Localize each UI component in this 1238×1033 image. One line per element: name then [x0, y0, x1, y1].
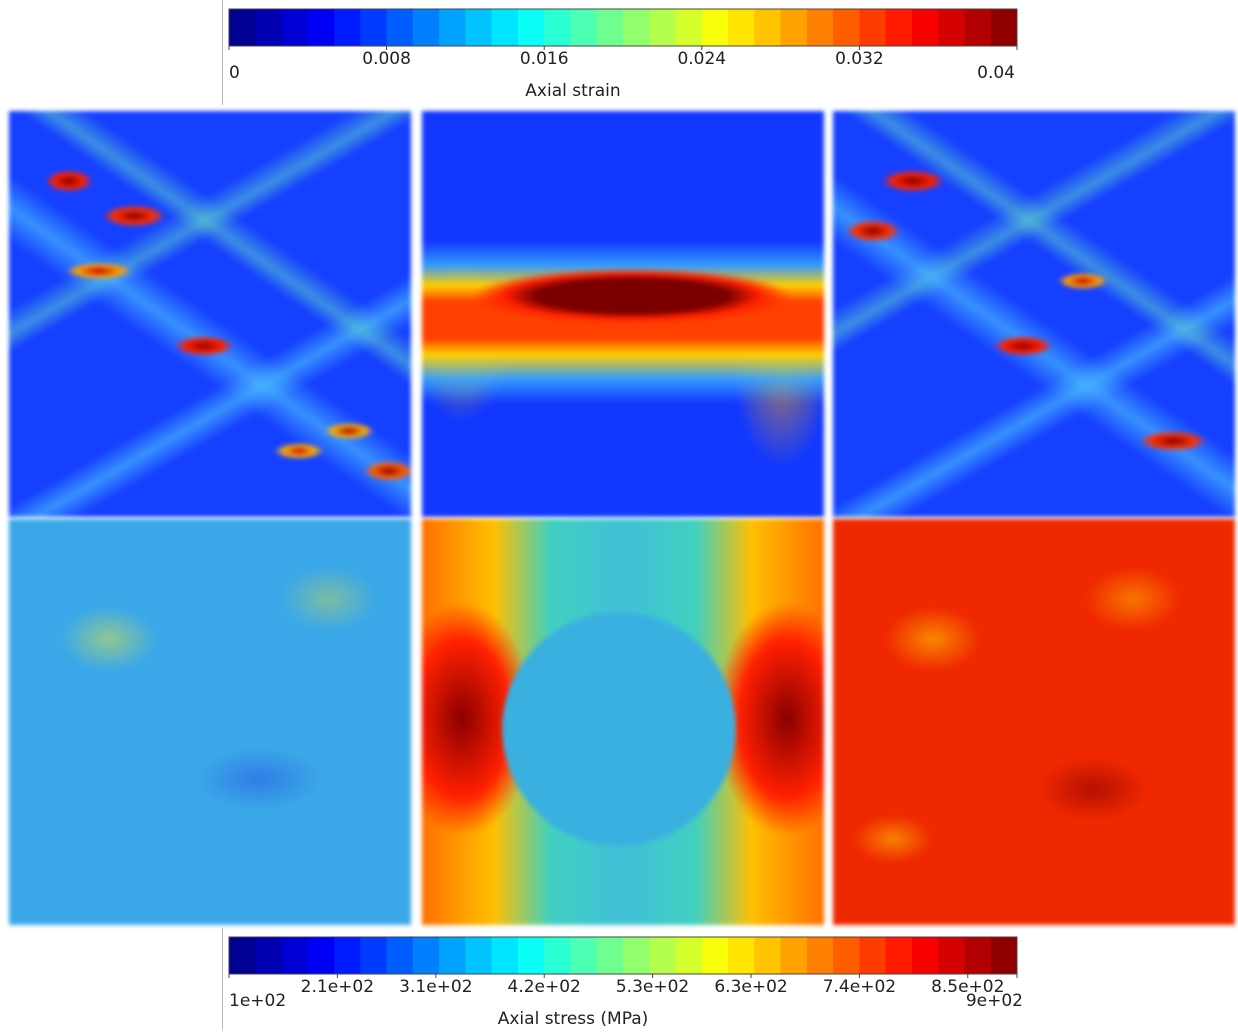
- color-swatch: [360, 937, 388, 974]
- color-swatch: [623, 9, 650, 46]
- colorbar: 0 0.008 0.016 0.024 0.032 0.04 Axial strain: [228, 8, 1018, 101]
- colorbar-title: Axial strain: [525, 81, 620, 101]
- color-swatch: [701, 937, 729, 974]
- color-swatch: [675, 9, 703, 46]
- color-swatch: [780, 937, 808, 974]
- colorbar: 1e+02 2.1e+02 3.1e+02 4.2e+02 5.3e+02 6.3e+02…: [228, 936, 1023, 1029]
- color-swatch: [544, 937, 571, 974]
- color-swatch: [859, 9, 887, 46]
- colorbar-frame: [228, 936, 1018, 975]
- tick-label: 3.1e+02: [399, 977, 472, 997]
- color-swatch: [833, 9, 860, 46]
- color-swatch: [596, 9, 624, 46]
- color-swatch: [334, 9, 361, 46]
- tick-label: 1e+02: [229, 991, 286, 1011]
- color-swatch: [544, 9, 571, 46]
- colorbar-title: Axial stress (MPa): [498, 1009, 649, 1029]
- tick-label: 0.016: [520, 49, 569, 69]
- tick-label: 4.2e+02: [508, 977, 581, 997]
- color-swatch: [938, 9, 965, 46]
- stress-field: [833, 519, 1235, 925]
- color-swatch: [754, 9, 782, 46]
- color-swatch: [885, 937, 913, 974]
- tick-label: 0: [229, 63, 240, 83]
- color-swatch: [307, 9, 335, 46]
- color-swatch: [780, 9, 808, 46]
- tick-label: 0.04: [977, 63, 1015, 83]
- color-swatch: [806, 937, 834, 974]
- color-swatch: [859, 937, 887, 974]
- color-swatch: [675, 937, 703, 974]
- tick-label: 0.032: [835, 49, 884, 69]
- color-swatch: [412, 937, 440, 974]
- color-swatch: [728, 9, 755, 46]
- color-swatch: [517, 9, 545, 46]
- strain-field: [422, 111, 824, 517]
- color-swatch: [911, 9, 939, 46]
- color-swatch: [990, 9, 1018, 46]
- colorbar-frame: [228, 8, 1018, 47]
- color-swatch: [570, 937, 598, 974]
- color-swatch: [570, 9, 598, 46]
- color-swatch: [255, 9, 283, 46]
- color-swatch: [649, 9, 677, 46]
- color-swatch: [728, 937, 755, 974]
- tick-label: 7.4e+02: [823, 977, 896, 997]
- color-swatch: [439, 9, 466, 46]
- color-swatch: [649, 937, 677, 974]
- divider: [222, 0, 223, 105]
- color-swatch: [911, 937, 939, 974]
- color-swatch: [439, 937, 466, 974]
- color-swatch: [806, 9, 834, 46]
- color-swatch: [229, 9, 256, 46]
- color-swatch: [964, 9, 992, 46]
- color-swatch: [281, 937, 309, 974]
- color-swatch: [386, 9, 414, 46]
- color-swatch: [990, 937, 1018, 974]
- color-swatch: [307, 937, 335, 974]
- strain-field: [833, 111, 1235, 517]
- color-swatch: [964, 937, 992, 974]
- stress-field: [9, 519, 411, 925]
- tick-label: 0.024: [677, 49, 726, 69]
- color-swatch: [885, 9, 913, 46]
- color-swatch: [281, 9, 309, 46]
- color-swatch: [491, 9, 519, 46]
- color-swatch: [491, 937, 519, 974]
- tick-label: 8.5e+02: [931, 977, 1004, 997]
- tick-label: 6.3e+02: [714, 977, 787, 997]
- color-swatch: [465, 9, 493, 46]
- color-swatch: [465, 937, 493, 974]
- color-swatch: [701, 9, 729, 46]
- divider: [222, 928, 223, 1030]
- tick-label: 5.3e+02: [616, 977, 689, 997]
- color-swatch: [255, 937, 283, 974]
- color-swatch: [334, 937, 361, 974]
- color-swatch: [623, 937, 650, 974]
- tick-label: 9e+02: [966, 991, 1023, 1011]
- tick-label: 0.008: [362, 49, 411, 69]
- stress-field: [422, 519, 824, 925]
- color-swatch: [596, 937, 624, 974]
- color-swatch: [938, 937, 965, 974]
- strain-field: [9, 111, 411, 517]
- tick-label: 2.1e+02: [301, 977, 374, 997]
- color-swatch: [833, 937, 860, 974]
- color-swatch: [229, 937, 256, 974]
- color-swatch: [386, 937, 414, 974]
- color-swatch: [412, 9, 440, 46]
- color-swatch: [517, 937, 545, 974]
- color-swatch: [754, 937, 782, 974]
- color-swatch: [360, 9, 388, 46]
